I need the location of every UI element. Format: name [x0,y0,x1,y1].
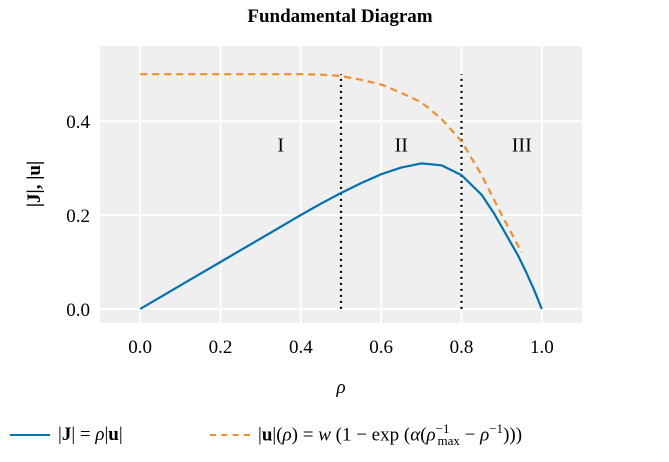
y-tick-label: 0.0 [66,300,90,321]
x-tick-label: 0.0 [128,337,152,358]
legend-label-j: |J| = ρ|u| [58,424,123,445]
x-tick-label: 1.0 [530,337,554,358]
series-line-J [139,162,543,310]
region-label: I [277,135,284,157]
fundamental-diagram-chart: Fundamental Diagram I II III 0.0 0.2 0.4 0.6 0… [24,6,582,398]
legend-swatch-j [10,434,50,436]
x-tick-label: 0.8 [450,337,474,358]
legend-item-j: |J| = ρ|u| [10,412,123,458]
legend-label-u: |u|(ρ) = w (1 − exp (α(ρ−1max − ρ−1))) [258,420,523,449]
x-tick-label: 0.4 [289,337,313,358]
chart-title: Fundamental Diagram [247,6,432,27]
legend: |J| = ρ|u| |u|(ρ) = w (1 − exp (α(ρ−1max… [0,412,669,458]
x-axis-ticks: 0.0 0.2 0.4 0.6 0.8 1.0 [128,337,553,358]
series-lines [139,73,543,310]
legend-swatch-u [210,434,250,436]
legend-item-u: |u|(ρ) = w (1 − exp (α(ρ−1max − ρ−1))) [210,412,522,458]
y-tick-label: 0.2 [66,206,90,227]
region-label: II [395,135,408,157]
y-axis-ticks: 0.0 0.2 0.4 [66,112,90,321]
x-axis-label: ρ [335,377,345,398]
series-line-u [140,73,523,254]
x-tick-label: 0.6 [369,337,393,358]
plot-area [100,46,582,323]
x-tick-label: 0.2 [209,337,233,358]
y-tick-label: 0.4 [66,112,90,133]
region-label: III [512,135,532,157]
region-labels: I II III [277,135,531,157]
y-axis-label: |J|, |u| [24,161,45,207]
